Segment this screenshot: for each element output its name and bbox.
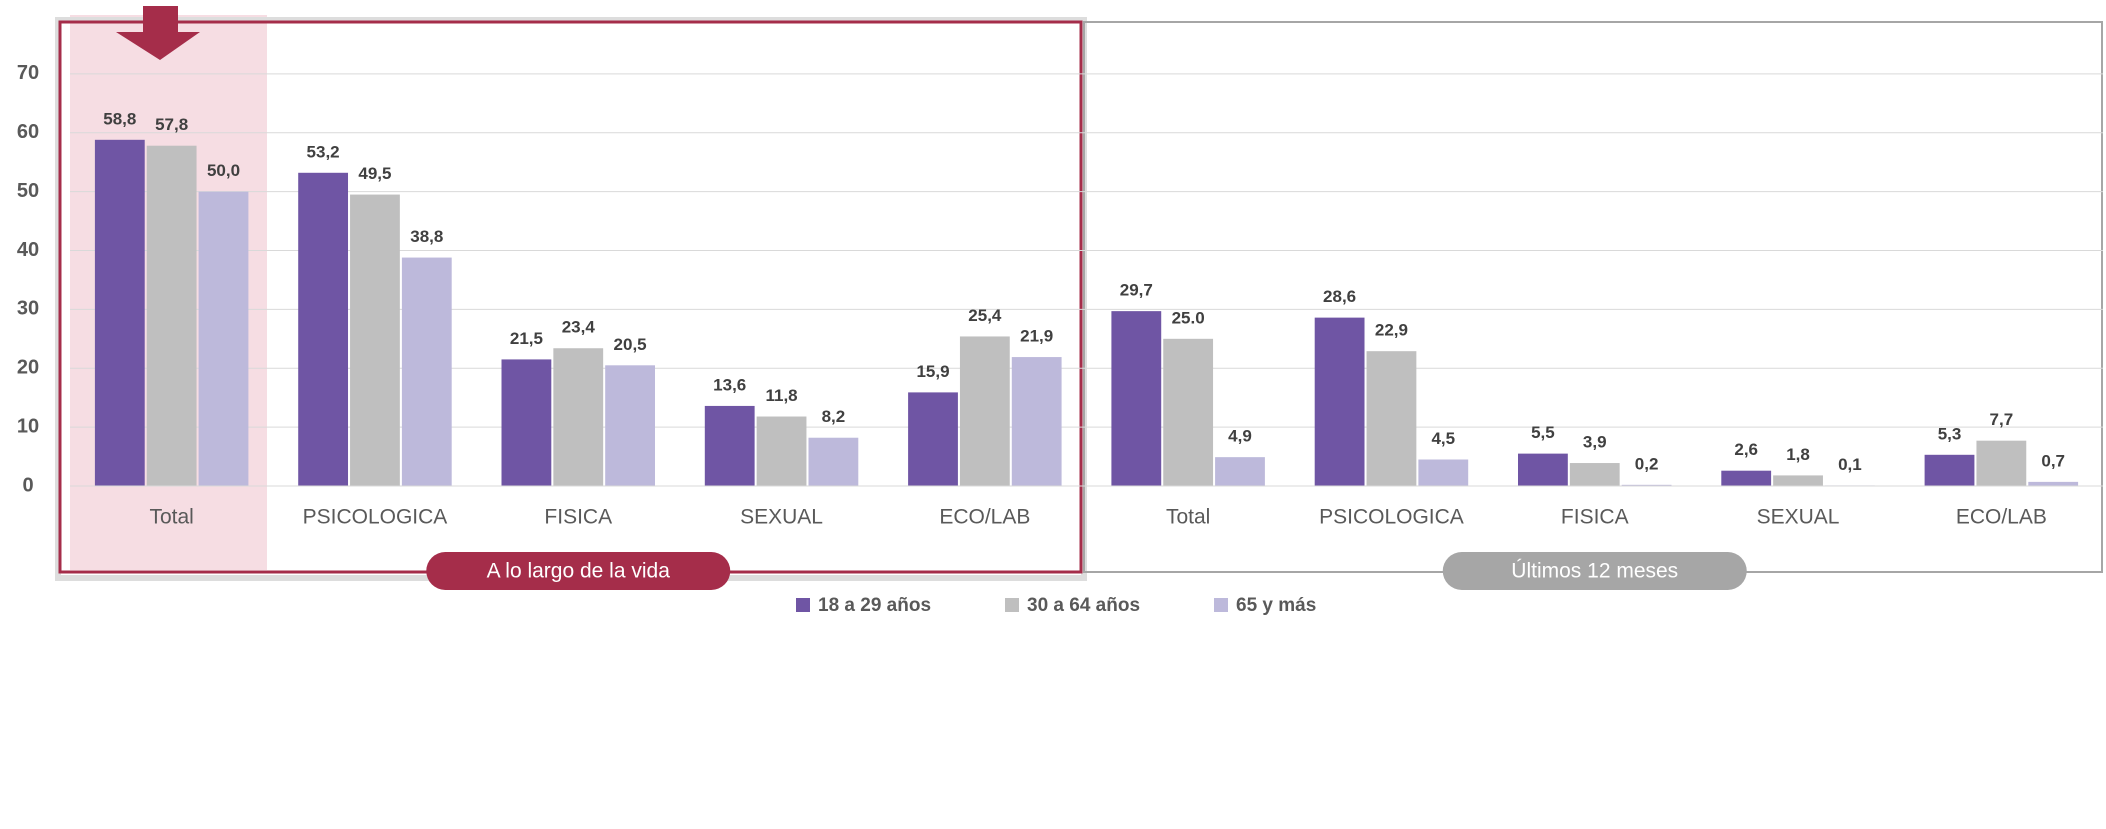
- legend-label: 30 a 64 años: [1027, 595, 1140, 616]
- value-label: 5,5: [1531, 423, 1555, 442]
- y-tick-label: 50: [17, 180, 39, 202]
- value-label: 0,2: [1635, 454, 1659, 473]
- value-label: 13,6: [713, 375, 746, 394]
- x-tick-label: ECO/LAB: [939, 506, 1030, 529]
- legend-label: 18 a 29 años: [818, 595, 931, 616]
- bar: [146, 145, 197, 486]
- bar: [605, 365, 655, 486]
- frame-12m: [1083, 21, 2103, 573]
- value-label: 4,5: [1431, 429, 1455, 448]
- y-tick-label: 0: [22, 474, 33, 496]
- bar: [959, 336, 1010, 486]
- bar: [704, 405, 755, 486]
- bar: [1111, 311, 1162, 486]
- value-label: 38,8: [410, 227, 443, 246]
- value-label: 23,4: [562, 318, 596, 337]
- bar: [298, 172, 349, 486]
- value-label: 49,5: [358, 164, 391, 183]
- bar: [1721, 470, 1772, 486]
- value-label: 53,2: [307, 142, 340, 161]
- value-label: 5,3: [1938, 424, 1962, 443]
- x-tick-label: FISICA: [544, 506, 612, 529]
- x-tick-label: ECO/LAB: [1956, 506, 2047, 529]
- value-label: 22,9: [1375, 321, 1408, 340]
- value-label: 58,8: [103, 109, 136, 128]
- y-tick-label: 40: [17, 239, 39, 261]
- value-label: 50,0: [207, 161, 240, 180]
- bar: [94, 139, 145, 486]
- bar: [1976, 440, 2027, 486]
- x-tick-label: FISICA: [1561, 506, 1629, 529]
- group-label: A lo largo de la vida: [487, 560, 671, 583]
- y-tick-label: 60: [17, 121, 39, 143]
- value-label: 1,8: [1786, 445, 1810, 464]
- value-label: 21,5: [510, 329, 543, 348]
- legend-swatch: [1214, 598, 1228, 612]
- bar: [1011, 357, 1062, 486]
- bar: [1215, 457, 1265, 486]
- x-tick-label: SEXUAL: [740, 506, 823, 529]
- x-tick-label: PSICOLOGICA: [1319, 506, 1464, 529]
- x-tick-label: SEXUAL: [1757, 506, 1840, 529]
- group-pill: [426, 552, 731, 590]
- bar: [808, 437, 859, 486]
- bar: [1773, 475, 1823, 486]
- value-label: 21,9: [1020, 327, 1053, 346]
- value-label: 25,4: [968, 306, 1002, 325]
- x-tick-label: Total: [149, 506, 193, 529]
- x-tick-label: PSICOLOGICA: [303, 506, 448, 529]
- y-tick-label: 30: [17, 298, 39, 320]
- value-label: 29,7: [1120, 281, 1153, 300]
- bar: [756, 416, 807, 486]
- bar: [1418, 459, 1469, 486]
- value-label: 25.0: [1172, 308, 1205, 327]
- bar: [1518, 453, 1568, 486]
- bar: [1163, 338, 1214, 486]
- legend-swatch: [1005, 598, 1019, 612]
- bar: [401, 257, 452, 486]
- value-label: 8,2: [822, 407, 846, 426]
- y-tick-label: 10: [17, 415, 39, 437]
- bar: [350, 194, 400, 486]
- arrow: [116, 6, 200, 60]
- group-label: Últimos 12 meses: [1511, 560, 1678, 583]
- value-label: 3,9: [1583, 433, 1607, 452]
- bar: [501, 359, 552, 486]
- value-label: 57,8: [155, 115, 188, 134]
- value-label: 28,6: [1323, 287, 1356, 306]
- value-label: 2,6: [1734, 440, 1758, 459]
- value-label: 7,7: [1990, 410, 2014, 429]
- value-label: 11,8: [765, 386, 797, 405]
- y-tick-label: 20: [17, 357, 39, 379]
- legend-swatch: [796, 598, 810, 612]
- value-label: 20,5: [614, 335, 647, 354]
- bar: [1569, 463, 1620, 486]
- bar: [1621, 484, 1672, 486]
- bar: [553, 348, 604, 486]
- value-label: 4,9: [1228, 427, 1252, 446]
- legend-label: 65 y más: [1236, 595, 1316, 616]
- value-label: 0,7: [2041, 451, 2065, 470]
- group-pill: [1442, 552, 1747, 590]
- y-tick-label: 70: [17, 62, 39, 84]
- bar: [2028, 481, 2079, 486]
- bar: [1314, 317, 1365, 486]
- value-label: 15,9: [916, 362, 949, 381]
- value-label: 0,1: [1838, 455, 1862, 474]
- bar: [1924, 454, 1975, 486]
- bar: [908, 392, 958, 486]
- x-tick-label: Total: [1166, 506, 1210, 529]
- bar: [1366, 351, 1417, 486]
- bar: [198, 191, 249, 486]
